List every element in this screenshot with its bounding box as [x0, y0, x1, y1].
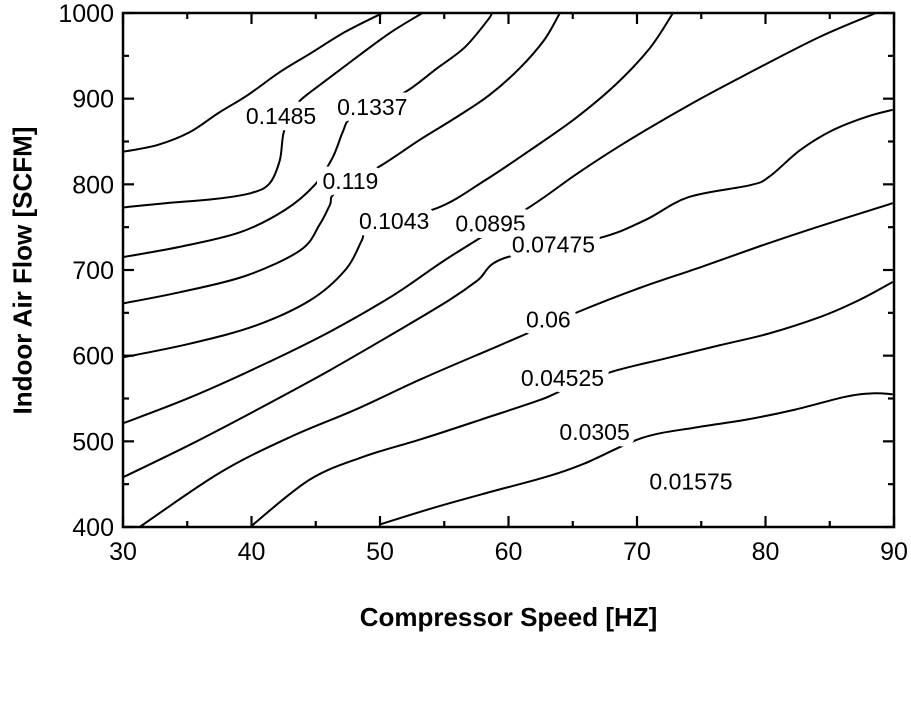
- y-tick-label-800: 800: [72, 171, 114, 199]
- contour-label-0.119: 0.119: [323, 168, 379, 194]
- plot-frame: [121, 11, 896, 529]
- contour-label-0.0305: 0.0305: [559, 419, 629, 445]
- x-tick-label-40: 40: [238, 538, 266, 566]
- y-tick-label-1000: 1000: [58, 0, 114, 28]
- contour-label-0.07475: 0.07475: [512, 231, 595, 257]
- contour-line-0.04525: [249, 281, 894, 527]
- contour-label-0.01575: 0.01575: [649, 469, 732, 495]
- contour-label-0.04525: 0.04525: [521, 365, 604, 391]
- y-tick-label-700: 700: [72, 257, 114, 285]
- contour-line-unlabeled: [123, 13, 384, 153]
- contour-line-0.06: [139, 202, 893, 527]
- contour-label-0.1337: 0.1337: [337, 94, 407, 120]
- contour-line-0.1485: [123, 13, 423, 209]
- x-tick-label-30: 30: [109, 538, 137, 566]
- contour-line-0.0305: [379, 392, 893, 526]
- x-tick-label-90: 90: [880, 538, 908, 566]
- contour-lines-group: [123, 13, 894, 527]
- tick-labels-group: 30 40 50 60 70 80 90 400 500 600 700 800 900 1000: [58, 0, 908, 566]
- contour-line-0.1337: [123, 13, 493, 259]
- contour-line-0.07475: [123, 108, 893, 479]
- y-tick-label-900: 900: [72, 86, 114, 114]
- contour-label-0.1485: 0.1485: [246, 103, 316, 129]
- y-tick-label-500: 500: [72, 428, 114, 456]
- y-tick-label-600: 600: [72, 343, 114, 371]
- contour-line-0.0895: [123, 13, 877, 425]
- x-tick-label-60: 60: [495, 538, 523, 566]
- x-axis-title: Compressor Speed [HZ]: [359, 602, 658, 632]
- axis-ticks-group: [121, 11, 896, 529]
- x-tick-label-70: 70: [623, 538, 651, 566]
- contour-line-0.119: [123, 13, 561, 305]
- x-tick-label-50: 50: [366, 538, 394, 566]
- contour-label-0.0895: 0.0895: [455, 211, 525, 237]
- x-tick-label-80: 80: [752, 538, 780, 566]
- contour-label-0.1043: 0.1043: [359, 208, 429, 234]
- contour-line-0.1043: [123, 13, 674, 359]
- contour-label-0.06: 0.06: [526, 307, 571, 333]
- y-tick-label-400: 400: [72, 514, 114, 542]
